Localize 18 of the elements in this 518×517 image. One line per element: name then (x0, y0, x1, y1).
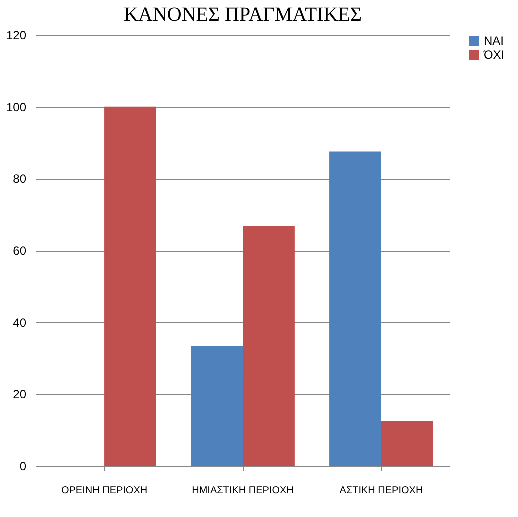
bar (381, 421, 434, 466)
bar (104, 106, 156, 466)
bar (330, 152, 382, 466)
bar (191, 346, 243, 466)
y-tick-label: 60 (13, 244, 27, 258)
y-tick-label: 0 (20, 460, 27, 474)
y-tick-label: 120 (6, 28, 27, 42)
x-tick-label: ΑΣΤΙΚΗ ΠΕΡΙΟΧΗ (340, 486, 424, 496)
y-tick-label: 80 (13, 172, 27, 186)
chart-title: ΚΑΝΟΝΕΣ ΠΡΑΓΜΑΤΙΚΕΣ (124, 4, 362, 26)
legend-label: ΌΧΙ (483, 48, 505, 62)
y-tick-label: 100 (6, 100, 27, 114)
y-tick-label: 40 (13, 316, 27, 330)
x-tick-label: ΗΜΙΑΣΤΙΚΗ ΠΕΡΙΟΧΗ (192, 486, 294, 496)
x-tick-label: ΟΡΕΙΝΗ ΠΕΡΙΟΧΗ (61, 486, 148, 496)
bar (243, 226, 295, 466)
y-tick-label: 20 (13, 388, 27, 402)
legend-label: ΝΑΙ (484, 34, 504, 48)
